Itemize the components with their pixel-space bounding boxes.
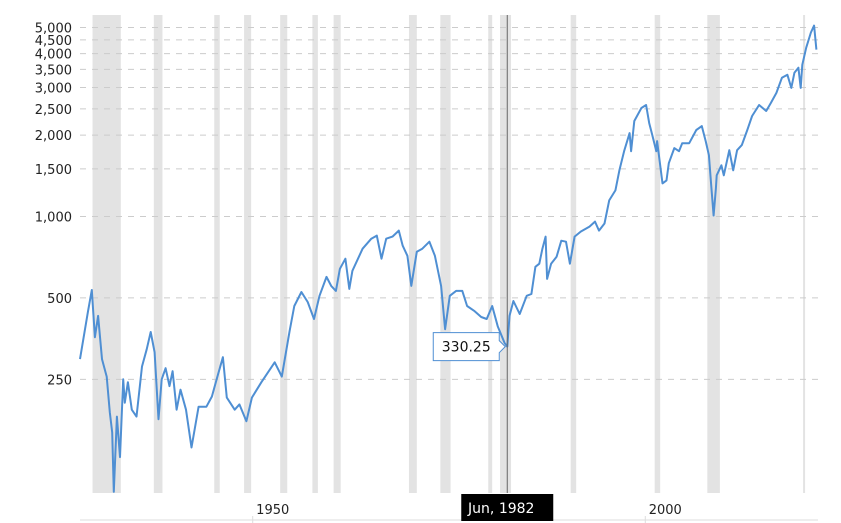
recession-band: [500, 15, 512, 493]
value-tooltip-text: 330.25: [442, 340, 491, 356]
recession-bands: [92, 15, 806, 493]
series-line: [79, 24, 818, 493]
y-tick-label: 3,000: [35, 81, 72, 96]
recession-band: [92, 15, 121, 493]
recession-band: [440, 15, 451, 493]
recession-band: [214, 15, 220, 493]
recession-band: [280, 15, 288, 493]
y-tick-label: 3,500: [35, 63, 72, 78]
x-axis: 1950 2000: [80, 503, 818, 523]
recession-band: [488, 15, 493, 493]
recession-band: [408, 15, 417, 493]
x-tick-label: 2000: [649, 503, 682, 518]
y-tick-label: 250: [47, 373, 72, 388]
y-tick-label: 5,000: [35, 21, 72, 36]
recession-band: [707, 15, 720, 493]
recession-band: [153, 15, 163, 493]
recession-band: [803, 15, 806, 493]
date-tooltip: Jun, 1982: [461, 494, 554, 521]
value-tooltip-box: [432, 332, 506, 362]
date-tooltip-text: Jun, 1982: [467, 501, 534, 517]
y-tick-label: 500: [47, 292, 72, 307]
recession-band: [244, 15, 252, 493]
recession-band: [570, 15, 577, 493]
x-tick-label: 1950: [256, 503, 289, 518]
y-tick-label: 1,500: [35, 163, 72, 178]
recession-band: [312, 15, 318, 493]
y-tick-label: 1,000: [35, 211, 72, 226]
y-tick-label: 2,500: [35, 103, 72, 118]
gridlines: [80, 26, 818, 380]
y-axis: 250 500 1,000 1,500 2,000 2,500 3,000 3,5004,00…: [35, 21, 72, 388]
date-tooltip-box: [461, 494, 554, 521]
recession-band: [333, 15, 341, 493]
recession-band: [654, 15, 661, 493]
y-tick-label: 2,000: [35, 129, 72, 144]
y-tick-label: 4,000: [35, 48, 72, 63]
value-tooltip: 330.25: [432, 332, 506, 362]
y-tick-label: 4,500: [35, 34, 72, 49]
